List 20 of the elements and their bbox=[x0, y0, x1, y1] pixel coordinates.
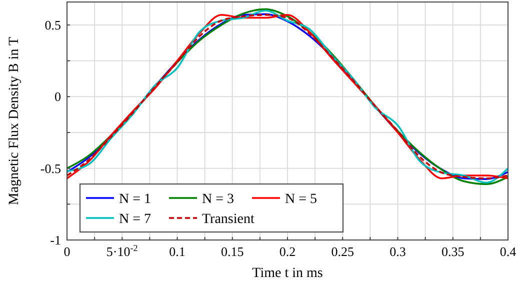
x-tick-label: 0.3 bbox=[390, 244, 406, 259]
x-tick-label: 0.25 bbox=[331, 244, 354, 259]
legend-label: N = 3 bbox=[202, 192, 234, 207]
x-tick-label: 0.35 bbox=[442, 244, 464, 259]
x-tick-label: 0.15 bbox=[221, 244, 244, 259]
x-axis-title: Time t in ms bbox=[252, 266, 323, 281]
legend-label: N = 1 bbox=[119, 192, 152, 207]
x-tick-label: 0 bbox=[64, 244, 70, 259]
legend-label: N = 7 bbox=[119, 212, 152, 227]
y-tick-label: -1 bbox=[50, 232, 61, 248]
legend-label: Transient bbox=[202, 212, 254, 227]
y-tick-label: -0.5 bbox=[40, 160, 61, 176]
y-axis-title: Magnetic Flux Density B in T bbox=[7, 36, 22, 206]
x-tick-label: 0.2 bbox=[279, 244, 296, 259]
y-tick-label: 0 bbox=[54, 89, 61, 104]
y-tick-label: 0.5 bbox=[44, 17, 61, 32]
x-tick-label: 0.4 bbox=[500, 244, 517, 259]
x-tick-label: 0.1 bbox=[169, 244, 186, 259]
x-tick-label: 5·10$^{-2}$ bbox=[106, 243, 138, 259]
legend-label: N = 5 bbox=[285, 192, 318, 207]
